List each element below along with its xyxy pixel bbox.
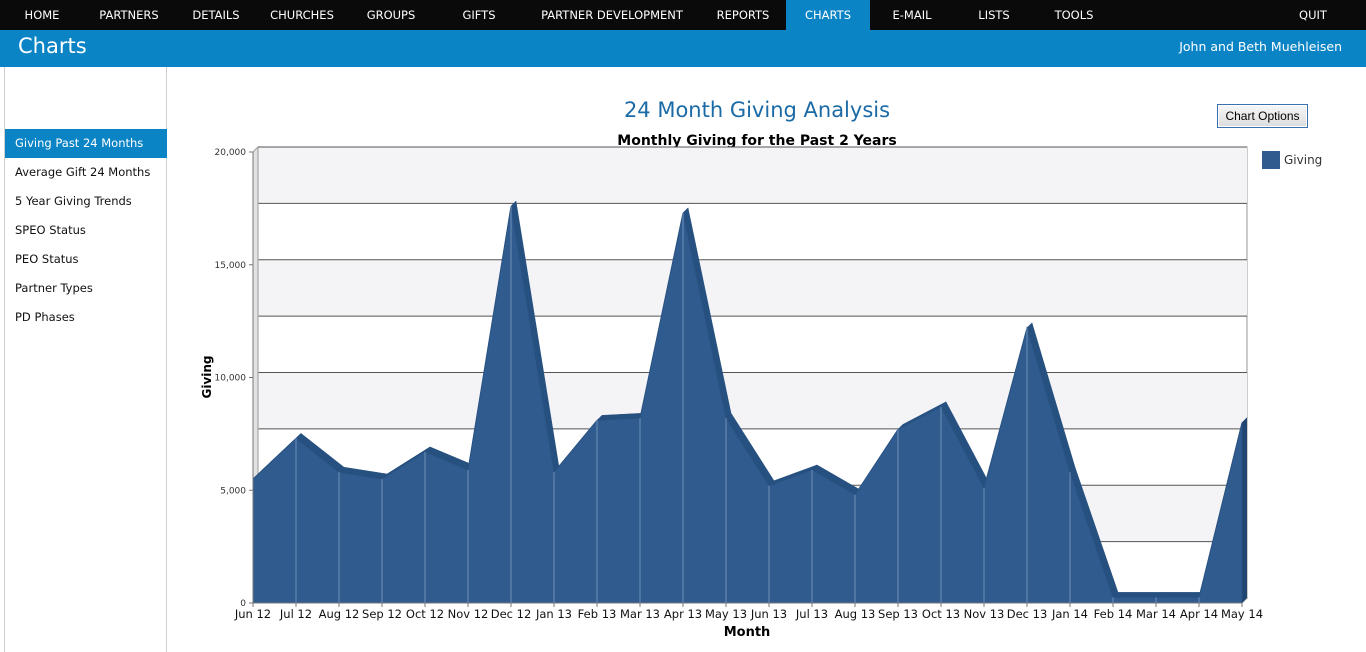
nav-reports[interactable]: REPORTS [716, 8, 770, 22]
page-title: Charts [18, 34, 87, 58]
x-tick-label: Aug 12 [319, 607, 360, 621]
y-tick-label: 15,000 [215, 261, 247, 271]
x-tick-label: Jan 13 [535, 607, 572, 621]
nav-gifts[interactable]: GIFTS [462, 8, 496, 22]
nav-lists[interactable]: LISTS [978, 8, 1010, 22]
chart-title: Monthly Giving for the Past 2 Years [617, 133, 896, 149]
x-tick-label: Dec 13 [1007, 607, 1048, 621]
x-tick-label: Oct 12 [406, 607, 444, 621]
nav-partners[interactable]: PARTNERS [99, 8, 159, 22]
x-tick-label: Apr 13 [664, 607, 702, 621]
nav-tools[interactable]: TOOLS [1054, 8, 1094, 22]
x-tick-label: May 14 [1221, 607, 1263, 621]
x-tick-label: May 13 [705, 607, 747, 621]
y-tick-label: 20,000 [215, 148, 247, 158]
nav-partner-development[interactable]: PARTNER DEVELOPMENT [541, 8, 683, 22]
x-tick-label: Jan 14 [1051, 607, 1088, 621]
x-tick-label: Feb 13 [578, 607, 617, 621]
x-tick-label: Nov 12 [448, 607, 489, 621]
chart-options-button[interactable]: Chart Options [1217, 104, 1308, 128]
x-tick-label: Feb 14 [1094, 607, 1133, 621]
x-tick-label: Mar 13 [620, 607, 660, 621]
chart-legend: Giving [1262, 151, 1322, 169]
main-title: 24 Month Giving Analysis [623, 98, 891, 122]
nav-home[interactable]: HOME [24, 8, 60, 22]
sidebar-item-pd-phases[interactable]: PD Phases [15, 310, 75, 324]
legend-swatch-giving [1262, 151, 1280, 169]
giving-chart: Monthly Giving for the Past 2 Years 0 5,0… [200, 133, 1322, 640]
nav-email[interactable]: E-MAIL [892, 8, 932, 22]
chart-axes: 0 5,000 10,000 15,000 20,000 Jun 12 Jul 12 Aug … [215, 148, 1264, 621]
sidebar: Giving Past 24 Months Average Gift 24 Mo… [4, 67, 167, 652]
y-tick-label: 10,000 [215, 374, 247, 384]
area-ridge-segment [1112, 592, 1162, 598]
sidebar-item-peo-status[interactable]: PEO Status [15, 252, 79, 266]
area-ridge-segment [1155, 592, 1205, 598]
y-tick-label: 0 [240, 599, 246, 609]
sidebar-item-giving-past-24-months[interactable]: Giving Past 24 Months [5, 129, 167, 158]
top-nav: HOME PARTNERS DETAILS CHURCHES GROUPS GI… [0, 0, 1366, 30]
nav-charts[interactable]: CHARTS [786, 0, 870, 30]
header-bar: Charts John and Beth Muehleisen [0, 30, 1366, 67]
x-tick-label: Sep 13 [878, 607, 918, 621]
x-tick-label: Jun 12 [234, 607, 271, 621]
x-tick-label: Aug 13 [835, 607, 876, 621]
x-tick-label: Dec 12 [491, 607, 532, 621]
nav-groups[interactable]: GROUPS [366, 8, 416, 22]
x-tick-label: Oct 13 [922, 607, 960, 621]
sidebar-item-average-gift-24-months[interactable]: Average Gift 24 Months [15, 165, 151, 179]
x-tick-label: Jul 12 [279, 607, 312, 621]
area-end-face [1242, 417, 1247, 603]
y-axis-label: Giving [200, 355, 214, 398]
user-name: John and Beth Muehleisen [1179, 39, 1342, 54]
x-tick-label: Jul 13 [795, 607, 828, 621]
sidebar-item-partner-types[interactable]: Partner Types [15, 281, 93, 295]
sidebar-item-5-year-giving-trends[interactable]: 5 Year Giving Trends [15, 194, 132, 208]
grid-band [258, 147, 1247, 204]
x-tick-label: Jun 13 [750, 607, 787, 621]
x-tick-label: Apr 14 [1180, 607, 1218, 621]
grid-band [258, 259, 1247, 317]
legend-label-giving: Giving [1284, 153, 1322, 167]
nav-details[interactable]: DETAILS [192, 8, 240, 22]
chart-plot-area [252, 200, 1248, 604]
sidebar-item-speo-status[interactable]: SPEO Status [15, 223, 86, 237]
nav-quit[interactable]: QUIT [1299, 8, 1327, 22]
x-axis-label: Month [724, 625, 771, 640]
x-tick-label: Sep 12 [362, 607, 402, 621]
x-tick-label: Mar 14 [1136, 607, 1176, 621]
x-tick-label: Nov 13 [964, 607, 1005, 621]
y-tick-label: 5,000 [220, 486, 246, 496]
grid-band [258, 372, 1247, 429]
nav-churches[interactable]: CHURCHES [270, 8, 334, 22]
